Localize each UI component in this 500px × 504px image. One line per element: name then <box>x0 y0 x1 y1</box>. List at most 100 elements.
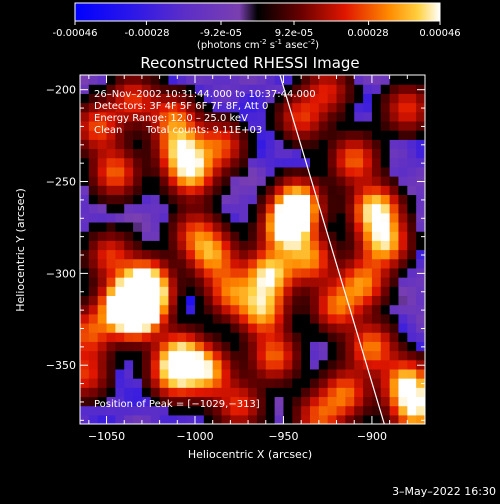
heatmap-cell <box>141 267 152 278</box>
heatmap-cell <box>106 130 116 140</box>
heatmap-cell <box>168 350 178 361</box>
heatmap-cell <box>150 102 161 113</box>
heatmap-cell <box>336 304 346 315</box>
heatmap-cell <box>354 332 364 342</box>
heatmap-cell <box>416 102 425 113</box>
heatmap-cell <box>354 231 364 241</box>
heatmap-cell <box>88 267 99 278</box>
heatmap-cell <box>150 341 161 352</box>
heatmap-cell <box>336 359 346 370</box>
heatmap-cell <box>345 405 355 416</box>
heatmap-cell <box>133 194 143 205</box>
heatmap-cell <box>195 368 205 379</box>
heatmap-cell <box>150 350 161 361</box>
heatmap-cell <box>212 313 223 324</box>
heatmap-cell <box>336 350 346 361</box>
heatmap-cell <box>124 157 134 168</box>
heatmap-cell <box>354 194 364 205</box>
heatmap-cell <box>327 176 338 186</box>
heatmap-cell <box>363 157 373 168</box>
heatmap-cell <box>371 120 382 131</box>
heatmap-cell <box>310 240 320 251</box>
heatmap-cell <box>327 203 338 214</box>
heatmap-cell <box>336 286 346 297</box>
heatmap-cell <box>230 341 240 352</box>
heatmap-cell <box>389 277 400 287</box>
heatmap-cell <box>106 387 116 398</box>
heatmap-cell <box>115 221 125 232</box>
heatmap-cell <box>274 332 285 342</box>
heatmap-cell <box>283 93 293 104</box>
heatmap-cell <box>124 378 134 388</box>
heatmap-cell <box>115 240 125 251</box>
heatmap-cell <box>168 157 178 168</box>
heatmap-cell <box>301 368 311 379</box>
heatmap-cell <box>416 203 425 214</box>
heatmap-cell <box>310 304 320 315</box>
heatmap-cell <box>398 231 408 241</box>
heatmap-cell <box>97 267 108 278</box>
heatmap-cell <box>310 414 320 424</box>
heatmap-cell <box>150 295 161 306</box>
heatmap-cell <box>301 221 311 232</box>
heatmap-cell <box>416 368 425 379</box>
heatmap-cell <box>239 166 249 177</box>
heatmap-cell <box>310 130 320 140</box>
heatmap-cell <box>371 148 382 159</box>
heatmap-cell <box>80 75 90 85</box>
heatmap-cell <box>407 102 417 113</box>
heatmap-cell <box>124 130 134 140</box>
heatmap-cell <box>186 111 196 122</box>
heatmap-cell <box>212 378 223 388</box>
heatmap-cell <box>345 313 355 324</box>
heatmap-cell <box>389 414 400 424</box>
heatmap-cell <box>230 414 240 424</box>
heatmap-cell <box>88 130 99 140</box>
heatmap-cell <box>274 185 285 195</box>
heatmap-cell <box>336 322 346 333</box>
heatmap-cell <box>203 166 214 177</box>
heatmap-cell <box>398 166 408 177</box>
heatmap-cell <box>186 378 196 388</box>
heatmap-cell <box>336 295 346 306</box>
heatmap-cell <box>195 185 205 195</box>
heatmap-cell <box>168 277 178 287</box>
heatmap-cell <box>292 75 302 85</box>
heatmap-cell <box>195 341 205 352</box>
heatmap-cell <box>398 350 408 361</box>
heatmap-cell <box>177 387 187 398</box>
heatmap-cell <box>416 111 425 122</box>
heatmap-cell <box>292 341 302 352</box>
heatmap-cell <box>380 185 391 195</box>
heatmap-cell <box>141 295 152 306</box>
heatmap-cell <box>186 249 196 260</box>
heatmap-cell <box>248 130 258 140</box>
heatmap-cell <box>80 286 90 297</box>
heatmap-cell <box>371 359 382 370</box>
heatmap-cell <box>115 231 125 241</box>
heatmap-cell <box>327 322 338 333</box>
heatmap-cell <box>186 75 196 85</box>
heatmap-cell <box>318 75 329 85</box>
heatmap-cell <box>363 304 373 315</box>
heatmap-cell <box>354 277 364 287</box>
heatmap-cell <box>363 185 373 195</box>
heatmap-cell <box>124 166 134 177</box>
heatmap-cell <box>327 359 338 370</box>
heatmap-cell <box>327 313 338 324</box>
heatmap-cell <box>265 341 276 352</box>
heatmap-cell <box>363 84 373 94</box>
heatmap-cell <box>380 111 391 122</box>
heatmap-cell <box>380 313 391 324</box>
heatmap-cell <box>212 350 223 361</box>
heatmap-cell <box>327 332 338 342</box>
heatmap-cell <box>416 267 425 278</box>
heatmap-cell <box>186 304 196 315</box>
heatmap-cell <box>283 203 293 214</box>
heatmap-cell <box>221 148 231 159</box>
heatmap-cell <box>203 203 214 214</box>
heatmap-cell <box>97 221 108 232</box>
heatmap-cell <box>141 405 152 416</box>
heatmap-cell <box>416 249 425 260</box>
heatmap-cell <box>124 240 134 251</box>
